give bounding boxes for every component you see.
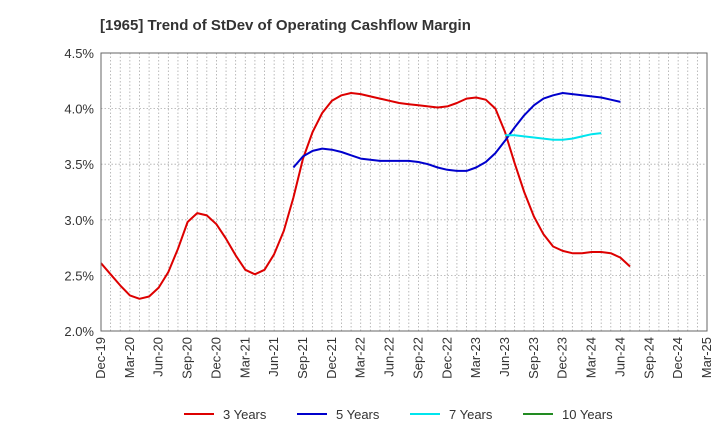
x-tick-label: Sep-23	[526, 337, 541, 379]
legend-label: 10 Years	[562, 407, 613, 422]
x-tick-label: Dec-21	[324, 337, 339, 379]
plot-frame	[100, 52, 708, 332]
x-tick-label: Sep-21	[295, 337, 310, 379]
x-tick-label: Jun-20	[151, 337, 166, 377]
x-tick-label: Mar-23	[468, 337, 483, 378]
series-line-1	[100, 92, 631, 300]
legend-label: 3 Years	[223, 407, 267, 422]
y-tick-label: 2.5%	[64, 268, 94, 283]
x-tick-label: Sep-24	[641, 337, 656, 379]
x-tick-label: Mar-21	[237, 337, 252, 378]
legend-label: 7 Years	[449, 407, 493, 422]
x-tick-label: Dec-19	[93, 337, 108, 379]
x-tick-label: Jun-22	[382, 337, 397, 377]
x-tick-label: Jun-24	[612, 337, 627, 377]
x-tick-label: Sep-22	[410, 337, 425, 379]
x-tick-label: Jun-23	[497, 337, 512, 377]
x-tick-label: Mar-24	[584, 337, 599, 378]
y-tick-label: 4.0%	[64, 102, 94, 117]
x-tick-label: Dec-23	[555, 337, 570, 379]
series-line-2	[292, 92, 621, 172]
legend: 3 Years 5 Years 7 Years 10 Years	[184, 407, 613, 422]
x-tick-label: Jun-21	[266, 337, 281, 377]
x-tick-label: Sep-20	[180, 337, 195, 379]
x-axis: Dec-19 Mar-20 Jun-20 Sep-20 Dec-20 Mar-21 Jun-…	[93, 337, 714, 379]
series-group	[100, 92, 631, 300]
x-tick-label: Dec-20	[208, 337, 223, 379]
grid	[101, 53, 707, 331]
y-tick-label: 3.0%	[64, 213, 94, 228]
x-tick-label: Dec-24	[670, 337, 685, 379]
x-tick-label: Mar-25	[699, 337, 714, 378]
chart-title: [1965] Trend of StDev of Operating Cashf…	[100, 17, 471, 34]
x-tick-label: Mar-22	[353, 337, 368, 378]
y-tick-label: 3.5%	[64, 157, 94, 172]
series-line-3	[505, 132, 602, 141]
x-tick-label: Dec-22	[439, 337, 454, 379]
y-tick-label: 2.0%	[64, 324, 94, 339]
x-tick-label: Mar-20	[122, 337, 137, 378]
legend-label: 5 Years	[336, 407, 380, 422]
y-tick-label: 4.5%	[64, 46, 94, 61]
y-axis: 2.0% 2.5% 3.0% 3.5% 4.0% 4.5%	[64, 46, 94, 339]
